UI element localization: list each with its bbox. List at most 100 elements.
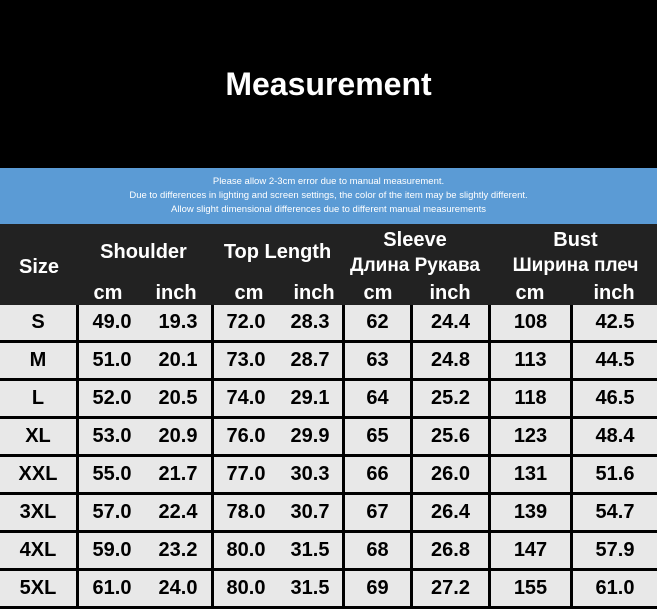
- value-cell: 44.5: [595, 349, 635, 371]
- cell-background: [345, 533, 410, 568]
- value-cell: 68: [366, 539, 389, 561]
- value-cell: 57.9: [595, 539, 635, 561]
- value-cell: 73.0: [226, 349, 266, 371]
- cell-background: [573, 343, 657, 378]
- value-cell: 31.5: [290, 577, 330, 599]
- value-cell: 54.7: [595, 501, 635, 523]
- cell-background: [491, 571, 570, 606]
- cell-background: [413, 571, 488, 606]
- size-cell: 3XL: [19, 501, 57, 523]
- value-cell: 55.0: [92, 463, 132, 485]
- value-cell: 59.0: [92, 539, 132, 561]
- value-cell: 42.5: [595, 311, 635, 333]
- size-cell: XXL: [18, 463, 58, 485]
- size-cell: 5XL: [19, 577, 57, 599]
- cell-background: [345, 457, 410, 492]
- cell-background: [413, 495, 488, 530]
- notice-line: Due to differences in lighting and scree…: [129, 190, 528, 201]
- value-cell: 63: [366, 349, 389, 371]
- value-cell: 108: [513, 311, 548, 333]
- value-cell: 49.0: [92, 311, 132, 333]
- value-cell: 25.6: [431, 425, 470, 447]
- table-row: S 49.0 19.3 72.0 28.3 62 24.4 108 42.5: [0, 305, 657, 343]
- value-cell: 69: [366, 577, 389, 599]
- value-cell: 118: [514, 387, 547, 409]
- cell-background: [214, 419, 342, 454]
- cell-background: [573, 419, 657, 454]
- value-cell: 30.7: [290, 501, 330, 523]
- header-top-length: Top Length: [223, 241, 332, 263]
- cell-background: [413, 381, 488, 416]
- header-bust: Bust: [553, 229, 598, 251]
- cell-background: [345, 419, 410, 454]
- value-cell: 147: [513, 539, 548, 561]
- unit-label: inch: [593, 282, 635, 304]
- value-cell: 25.2: [431, 387, 470, 409]
- table-row: 4XL 59.0 23.2 80.0 31.5 68 26.8 147 57.9: [0, 533, 657, 571]
- table-row: M 51.0 20.1 73.0 28.7 63 24.8 113 44.5: [0, 343, 657, 381]
- cell-background: [345, 495, 410, 530]
- value-cell: 26.4: [431, 501, 470, 523]
- value-cell: 53.0: [92, 425, 132, 447]
- value-cell: 65: [366, 425, 389, 447]
- value-cell: 20.1: [158, 349, 198, 371]
- cell-background: [0, 305, 76, 340]
- cell-background: [491, 381, 570, 416]
- table-row: 5XL 61.0 24.0 80.0 31.5 69 27.2 155 61.0: [0, 571, 657, 609]
- cell-background: [0, 381, 76, 416]
- cell-background: [79, 343, 211, 378]
- size-cell: XL: [25, 425, 51, 447]
- value-cell: 23.2: [158, 539, 198, 561]
- value-cell: 48.4: [595, 425, 635, 447]
- value-cell: 24.0: [158, 577, 198, 599]
- header-size: Size: [18, 256, 60, 278]
- cell-background: [214, 495, 342, 530]
- header-sleeve-ru: Длина Рукава: [350, 255, 480, 276]
- notice-line: Please allow 2-3cm error due to manual m…: [212, 176, 445, 187]
- size-cell: L: [31, 387, 45, 409]
- value-cell: 20.5: [158, 387, 198, 409]
- value-cell: 29.1: [290, 387, 330, 409]
- table-row: XXL 55.0 21.7 77.0 30.3 66 26.0 131 51.6: [0, 457, 657, 495]
- cell-background: [491, 305, 570, 340]
- cell-background: [79, 571, 211, 606]
- cell-background: [214, 533, 342, 568]
- value-cell: 28.7: [290, 349, 330, 371]
- cell-background: [214, 343, 342, 378]
- cell-background: [491, 343, 570, 378]
- value-cell: 30.3: [290, 463, 330, 485]
- value-cell: 74.0: [226, 387, 266, 409]
- value-cell: 67: [366, 501, 389, 523]
- cell-background: [573, 457, 657, 492]
- cell-background: [345, 571, 410, 606]
- cell-background: [0, 343, 76, 378]
- value-cell: 61.0: [595, 577, 635, 599]
- header-shoulder: Shoulder: [100, 241, 187, 263]
- value-cell: 78.0: [226, 501, 266, 523]
- cell-background: [491, 457, 570, 492]
- cell-background: [573, 381, 657, 416]
- header-sleeve: Sleeve: [383, 229, 447, 251]
- notice-line: Allow slight dimensional differences due…: [171, 204, 486, 215]
- unit-label: cm: [93, 282, 123, 304]
- value-cell: 139: [513, 501, 548, 523]
- table-row: L 52.0 20.5 74.0 29.1 64 25.2 118 46.5: [0, 381, 657, 419]
- value-cell: 31.5: [290, 539, 330, 561]
- value-cell: 66: [366, 463, 389, 485]
- value-cell: 80.0: [226, 539, 266, 561]
- cell-background: [345, 305, 410, 340]
- page-title: Measurement: [225, 65, 432, 102]
- value-cell: 20.9: [158, 425, 198, 447]
- unit-label: cm: [363, 282, 393, 304]
- value-cell: 155: [513, 577, 548, 599]
- value-cell: 24.8: [431, 349, 470, 371]
- value-cell: 131: [513, 463, 548, 485]
- unit-label: cm: [234, 282, 264, 304]
- cell-background: [0, 419, 76, 454]
- value-cell: 26.8: [431, 539, 470, 561]
- value-cell: 80.0: [226, 577, 266, 599]
- cell-background: [413, 343, 488, 378]
- value-cell: 19.3: [158, 311, 198, 333]
- value-cell: 51.6: [595, 463, 635, 485]
- table-row: 3XL 57.0 22.4 78.0 30.7 67 26.4 139 54.7: [0, 495, 657, 533]
